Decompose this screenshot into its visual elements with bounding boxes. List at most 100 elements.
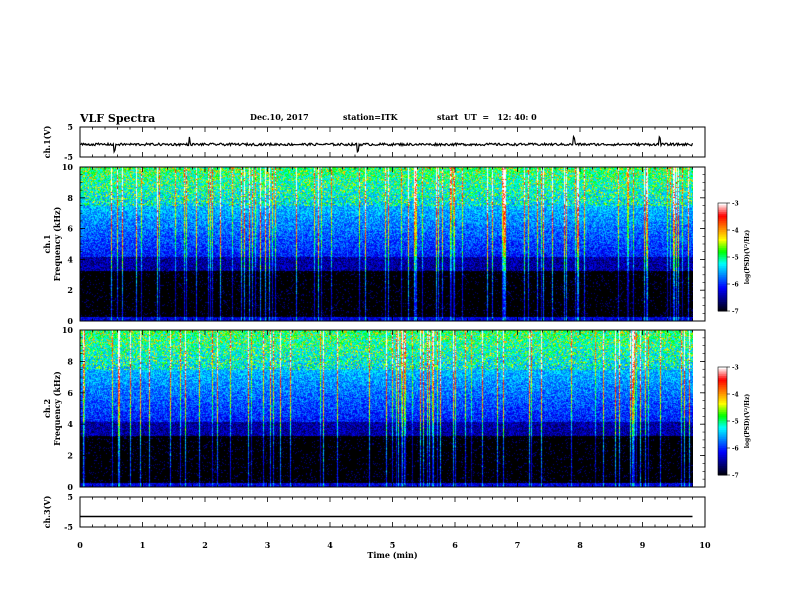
colorbar-segment — [718, 392, 727, 395]
colorbar-segment — [718, 390, 727, 393]
colorbar-segment — [718, 431, 727, 435]
colorbar-segment — [718, 386, 727, 390]
colorbar-segment — [718, 462, 727, 465]
colorbar-segment — [718, 395, 727, 399]
colorbar-tick-label: -7 — [732, 309, 739, 316]
y-axis-label: ch.3(V) — [42, 495, 52, 528]
y-tick-label: -5 — [64, 152, 73, 162]
colorbar-segment — [718, 230, 727, 233]
colorbar-segment — [718, 275, 727, 278]
colorbar-segment — [718, 266, 727, 269]
colorbar-segment — [718, 305, 727, 308]
y-axis-label: Frequency (kHz) — [52, 206, 62, 281]
colorbar-segment — [718, 204, 727, 208]
colorbar-segment — [718, 251, 727, 254]
colorbar-segment — [718, 276, 727, 280]
x-tick-label: 6 — [452, 540, 458, 550]
colorbar-segment — [718, 449, 727, 453]
colorbar-segment — [718, 287, 727, 290]
colorbar-segment — [718, 397, 727, 400]
colorbar-segment — [718, 442, 727, 445]
colorbar-segment — [718, 439, 727, 442]
colorbar-segment — [718, 240, 727, 244]
y-tick-label: 0 — [67, 316, 73, 326]
colorbar-segment — [718, 278, 727, 281]
colorbar-segment — [718, 233, 727, 236]
colorbar-segment — [718, 473, 727, 476]
colorbar-segment — [718, 469, 727, 472]
colorbar-segment — [718, 208, 727, 211]
colorbar-tick-label: -4 — [732, 228, 739, 235]
y-tick-label: 5 — [67, 122, 73, 132]
colorbar-segment — [718, 264, 727, 267]
colorbar-segment — [718, 451, 727, 454]
colorbar-segment — [718, 221, 727, 224]
y-tick-label: 5 — [67, 492, 73, 502]
colorbar-segment — [718, 307, 727, 310]
y-tick-label: 2 — [67, 451, 73, 461]
y-tick-label: 6 — [67, 388, 73, 398]
colorbar-segment — [718, 457, 727, 460]
ch2-spectrogram-image — [80, 330, 693, 487]
colorbar-segment — [718, 303, 727, 307]
colorbar-segment — [718, 293, 727, 296]
colorbar-segment — [718, 231, 727, 235]
y-tick-label: 0 — [67, 482, 73, 492]
y-axis-label: ch.1(V) — [42, 125, 52, 158]
colorbar-segment — [718, 300, 727, 303]
colorbar-segment — [718, 222, 727, 226]
colorbar-segment — [718, 460, 727, 463]
colorbar-tick-label: -6 — [732, 446, 739, 453]
colorbar-segment — [718, 381, 727, 384]
colorbar-segment — [718, 410, 727, 413]
colorbar-segment — [718, 406, 727, 409]
date-label: Dec.10, 2017 — [250, 112, 309, 122]
colorbar-segment — [718, 455, 727, 458]
colorbar-1: -3 -4 -5 -6 -7 log(PSD)(V²/Hz) — [717, 201, 751, 316]
ch1-waveform-line — [79, 134, 694, 154]
colorbar-segment — [718, 282, 727, 285]
colorbar-segment — [718, 426, 727, 429]
y-axis-label: ch.2 — [42, 399, 52, 418]
colorbar-segment — [718, 372, 727, 375]
colorbar-segment — [718, 412, 727, 415]
colorbar-segment — [718, 203, 727, 206]
colorbar-segment — [718, 298, 727, 301]
colorbar-segment — [718, 291, 727, 294]
chart-title: VLF Spectra — [80, 112, 156, 125]
colorbar-segment — [718, 374, 727, 377]
colorbar-segment — [718, 309, 727, 312]
colorbar-segment — [718, 267, 727, 271]
colorbar-segment — [718, 289, 727, 292]
y-axis-label: ch.1 — [42, 234, 52, 253]
x-tick-label: 4 — [327, 540, 333, 550]
colorbar-segment — [718, 376, 727, 379]
colorbar-tick-label: -6 — [732, 282, 739, 289]
colorbar-segment — [718, 255, 727, 258]
colorbar-segment — [718, 453, 727, 456]
colorbar-segment — [718, 294, 727, 298]
colorbar-segment — [718, 419, 727, 422]
x-axis-label: Time (min) — [367, 550, 417, 560]
colorbar-segment — [718, 228, 727, 231]
colorbar-segment — [718, 394, 727, 397]
colorbar-segment — [718, 249, 727, 253]
colorbar-segment — [718, 440, 727, 444]
colorbar-tick-label: -5 — [732, 255, 739, 262]
colorbar-tick-label: -4 — [732, 392, 739, 399]
colorbar-segment — [718, 217, 727, 220]
colorbar-segment — [718, 408, 727, 411]
y-tick-label: 6 — [67, 224, 73, 234]
start-time-label: start UT = 12: 40: 0 — [437, 112, 537, 122]
x-tick-label: 9 — [640, 540, 646, 550]
colorbar-segment — [718, 401, 727, 404]
colorbar-segment — [718, 224, 727, 227]
colorbar-segment — [718, 385, 727, 388]
colorbar-segment — [718, 258, 727, 262]
colorbar-segment — [718, 446, 727, 449]
y-tick-label: 8 — [67, 193, 73, 203]
colorbar-segment — [718, 257, 727, 260]
colorbar-segment — [718, 210, 727, 213]
colorbar-tick-label: -5 — [732, 419, 739, 426]
x-tick-label: 1 — [140, 540, 146, 550]
